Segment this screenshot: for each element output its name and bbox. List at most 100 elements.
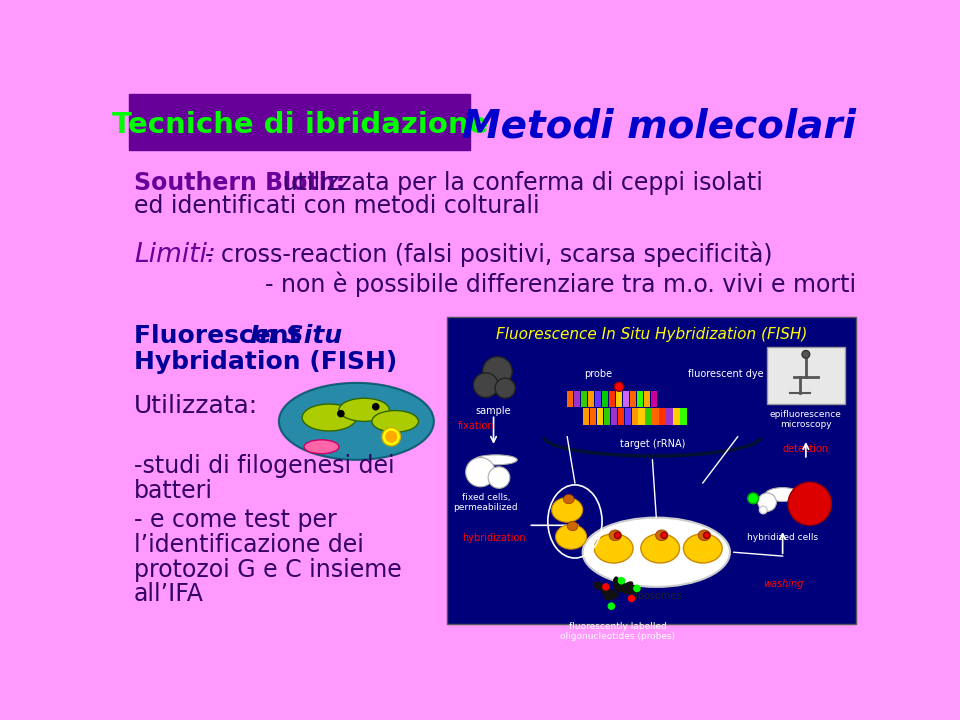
Circle shape (609, 603, 614, 609)
Bar (673, 408, 680, 426)
Bar (666, 408, 673, 426)
Bar (681, 408, 686, 426)
Ellipse shape (304, 440, 339, 454)
Ellipse shape (278, 383, 434, 460)
Ellipse shape (474, 455, 517, 465)
Ellipse shape (614, 577, 621, 591)
Circle shape (382, 428, 400, 446)
Text: fixed cells,
permeabilized: fixed cells, permeabilized (453, 493, 518, 513)
Text: Metodi molecolari: Metodi molecolari (463, 107, 856, 145)
Circle shape (338, 410, 344, 417)
Text: fluorescent dye: fluorescent dye (688, 369, 764, 379)
Ellipse shape (552, 498, 583, 522)
Text: - cross-reaction (falsi positivi, scarsa specificità): - cross-reaction (falsi positivi, scarsa… (205, 242, 773, 267)
Ellipse shape (609, 530, 621, 541)
Text: hybridized cells: hybridized cells (747, 533, 818, 542)
Ellipse shape (567, 521, 578, 531)
Text: Fluorescent: Fluorescent (134, 323, 309, 348)
Text: - e come test per: - e come test per (134, 508, 337, 532)
Ellipse shape (615, 593, 624, 606)
Bar (644, 390, 650, 408)
Bar (596, 408, 603, 426)
Text: - non è possibile differenziare tra m.o. vivi e morti: - non è possibile differenziare tra m.o.… (205, 271, 856, 297)
Circle shape (629, 595, 635, 601)
Circle shape (759, 506, 767, 514)
Circle shape (802, 351, 809, 359)
Ellipse shape (583, 518, 730, 587)
Bar (581, 390, 588, 408)
Bar (595, 390, 601, 408)
Circle shape (618, 577, 625, 584)
Text: In Situ: In Situ (251, 323, 343, 348)
Text: hybridization: hybridization (463, 533, 526, 543)
Circle shape (466, 457, 495, 487)
Text: target (rRNA): target (rRNA) (620, 439, 685, 449)
Bar (583, 408, 588, 426)
Bar (625, 408, 631, 426)
Text: Tecniche di ibridazione: Tecniche di ibridazione (111, 111, 488, 139)
Bar (447, 318, 856, 624)
Circle shape (603, 584, 609, 590)
Ellipse shape (684, 534, 722, 563)
Bar (604, 408, 610, 426)
Text: Southern Bloth:: Southern Bloth: (134, 171, 345, 195)
Text: fluorescently labelled
oligonucleotides (probes): fluorescently labelled oligonucleotides … (560, 621, 675, 641)
Bar (636, 390, 643, 408)
Circle shape (748, 493, 758, 504)
Bar (623, 390, 629, 408)
Ellipse shape (594, 534, 633, 563)
Text: fixation: fixation (458, 421, 494, 431)
Ellipse shape (610, 583, 619, 595)
Bar (617, 408, 624, 426)
Text: Hybridation (FISH): Hybridation (FISH) (134, 350, 397, 374)
Circle shape (614, 532, 621, 539)
Bar (638, 408, 645, 426)
Ellipse shape (556, 525, 587, 549)
Ellipse shape (564, 495, 574, 504)
Text: ed identificati con metodi colturali: ed identificati con metodi colturali (134, 194, 540, 218)
Ellipse shape (339, 398, 390, 421)
Text: all’IFA: all’IFA (134, 582, 204, 606)
Circle shape (473, 373, 498, 397)
Text: Utilizzata:: Utilizzata: (134, 395, 258, 418)
Circle shape (757, 493, 777, 511)
Circle shape (386, 431, 396, 442)
Bar (602, 390, 609, 408)
Text: l’identificazione dei: l’identificazione dei (134, 533, 364, 557)
Bar (616, 390, 622, 408)
Text: washing: washing (763, 579, 804, 589)
Circle shape (704, 532, 709, 539)
Bar (630, 390, 636, 408)
Ellipse shape (698, 530, 710, 541)
Bar (632, 408, 637, 426)
Circle shape (372, 404, 379, 410)
Ellipse shape (302, 404, 356, 431)
Text: ribosomes: ribosomes (631, 590, 682, 600)
Circle shape (495, 378, 516, 398)
Bar (651, 390, 657, 408)
Text: Limiti:: Limiti: (134, 242, 216, 268)
Text: batteri: batteri (134, 479, 213, 503)
Text: utilizzata per la conferma di ceppi isolati: utilizzata per la conferma di ceppi isol… (275, 171, 763, 195)
Bar (653, 408, 659, 426)
Bar (645, 408, 652, 426)
Circle shape (488, 467, 510, 488)
Bar (767, 346, 845, 405)
Text: probe: probe (584, 369, 612, 379)
Bar (660, 408, 665, 426)
Ellipse shape (372, 410, 419, 432)
Ellipse shape (617, 606, 624, 621)
Ellipse shape (656, 530, 668, 541)
Ellipse shape (641, 534, 680, 563)
Circle shape (634, 585, 640, 592)
Bar (611, 408, 616, 426)
Circle shape (660, 532, 667, 539)
Circle shape (483, 356, 512, 386)
Text: protozoi G e C insieme: protozoi G e C insieme (134, 557, 401, 582)
Text: epifluorescence
microscopy: epifluorescence microscopy (770, 410, 842, 429)
Circle shape (788, 482, 831, 526)
Bar (609, 390, 615, 408)
Ellipse shape (765, 487, 800, 501)
Text: sample: sample (476, 406, 512, 416)
Ellipse shape (620, 605, 629, 618)
